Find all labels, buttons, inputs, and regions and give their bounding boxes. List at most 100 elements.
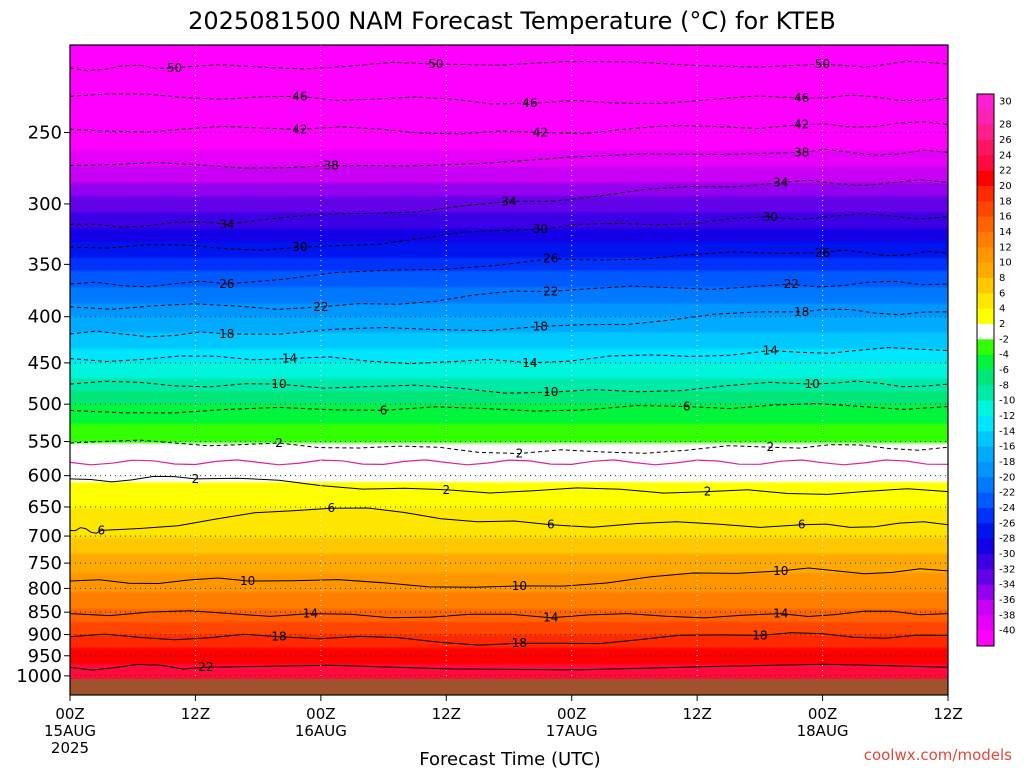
contour-label: 14 [282,351,297,365]
colorbar-swatch [977,385,994,402]
contour-label: 50 [167,61,182,75]
contour-label: 50 [815,57,830,71]
colorbar-swatch [977,615,994,632]
y-tick-label: 550 [28,432,62,453]
chart-title: 2025081500 NAM Forecast Temperature (°C)… [188,7,836,35]
colorbar-label: -40 [999,626,1015,637]
colorbar-label: -16 [999,442,1015,453]
contour-label: 26 [815,246,830,260]
colorbar-swatch [977,124,994,141]
ground-surface [70,679,948,695]
colorbar-label: -6 [999,365,1009,376]
contour-label: 26 [219,277,234,291]
colorbar-frame [976,93,995,647]
contour-label: 6 [98,523,106,537]
x-tick-label: 12Z [682,705,711,723]
contour-label: 18 [219,327,234,341]
colorbar-swatch [977,201,994,218]
colorbar-label: -26 [999,518,1015,529]
contour-label: 18 [752,628,767,642]
contour-label: 10 [543,385,558,399]
contour-label: 30 [292,240,307,254]
x-tick-label: 00Z [808,705,837,723]
colorbar-swatch [977,523,994,540]
colorbar-swatch [977,186,994,202]
colorbar-swatch [977,324,994,340]
colorbar-swatch [977,584,994,601]
x-tick-label: 2025 [51,739,89,757]
contour-label: 10 [271,377,286,391]
colorbar-label: 24 [999,150,1012,161]
colorbar-label: -32 [999,564,1015,575]
contour-label: 14 [773,607,788,621]
colorbar-label: -12 [999,411,1015,422]
colorbar-label: 18 [999,196,1012,207]
freezing-line [70,459,948,466]
colorbar-label: -20 [999,472,1015,483]
colorbar-label: -36 [999,595,1015,606]
colorbar-swatch [977,140,994,156]
colorbar-label: 4 [999,304,1005,315]
colorbar-label: 12 [999,242,1012,253]
colorbar-swatch [977,278,994,294]
isotherm-line [70,213,948,251]
contour-label: 50 [428,57,443,71]
contour-label: 30 [763,210,778,224]
colorbar-label: 30 [999,97,1012,108]
colorbar-label: 28 [999,120,1012,131]
y-tick-label: 650 [28,497,62,518]
colorbar-swatch [977,538,994,555]
contour-label: 10 [240,574,255,588]
x-axis-title: Forecast Time (UTC) [419,749,600,768]
colorbar-swatch [977,554,994,570]
y-tick-label: 500 [28,394,62,415]
isotherm-line [70,610,948,619]
contour-label: 10 [512,579,527,593]
contour-label: 26 [543,252,558,266]
temperature-colorbar: 30 28 26 24 22 20 18 16 14 12 10 8 6 4 2 -2 -4 -6 -8 -10 -12… [976,93,1015,647]
colorbar-label: 16 [999,212,1012,223]
y-tick-label: 250 [28,122,62,143]
colorbar-swatch [977,109,994,126]
plot-area [70,45,948,695]
isotherm-line [70,507,948,534]
colorbar-swatch [977,630,994,647]
contour-label: 46 [522,96,537,110]
colorbar-label: 8 [999,273,1005,284]
colorbar-label: -22 [999,488,1015,499]
y-tick-label: 600 [28,466,62,487]
colorbar-label: 14 [999,227,1012,238]
colorbar-swatch [977,600,994,616]
colorbar-swatch [977,569,994,586]
y-tick-label: 400 [28,307,62,328]
contour-label: 2 [275,436,283,450]
x-tick-label: 16AUG [295,722,347,740]
colorbar-swatch [977,477,994,494]
colorbar-label: -24 [999,503,1015,514]
credit-text: coolwx.com/models [864,746,1012,764]
colorbar-swatch [977,492,994,509]
colorbar-swatch [977,293,994,310]
y-tick-label: 950 [28,646,62,667]
contour-label: 42 [533,125,548,139]
y-tick-label: 300 [28,194,62,215]
colorbar-label: 6 [999,288,1005,299]
isotherm-line [70,60,948,72]
contour-label: 42 [794,118,809,132]
x-tick-label: 12Z [933,705,962,723]
isotherm-line [70,632,948,646]
isotherm-line [70,249,948,288]
contour-label: 38 [324,159,339,173]
contour-label: 30 [533,222,548,236]
contour-label: 14 [303,607,318,621]
colorbar-label: -30 [999,549,1015,560]
contour-label: 6 [798,518,806,532]
colorbar-label: 2 [999,319,1005,330]
colorbar-swatch [977,247,994,264]
x-tick-label: 17AUG [546,722,598,740]
colorbar-label: -18 [999,457,1015,468]
colorbar-swatch [977,339,994,356]
y-tick-label: 450 [28,353,62,374]
